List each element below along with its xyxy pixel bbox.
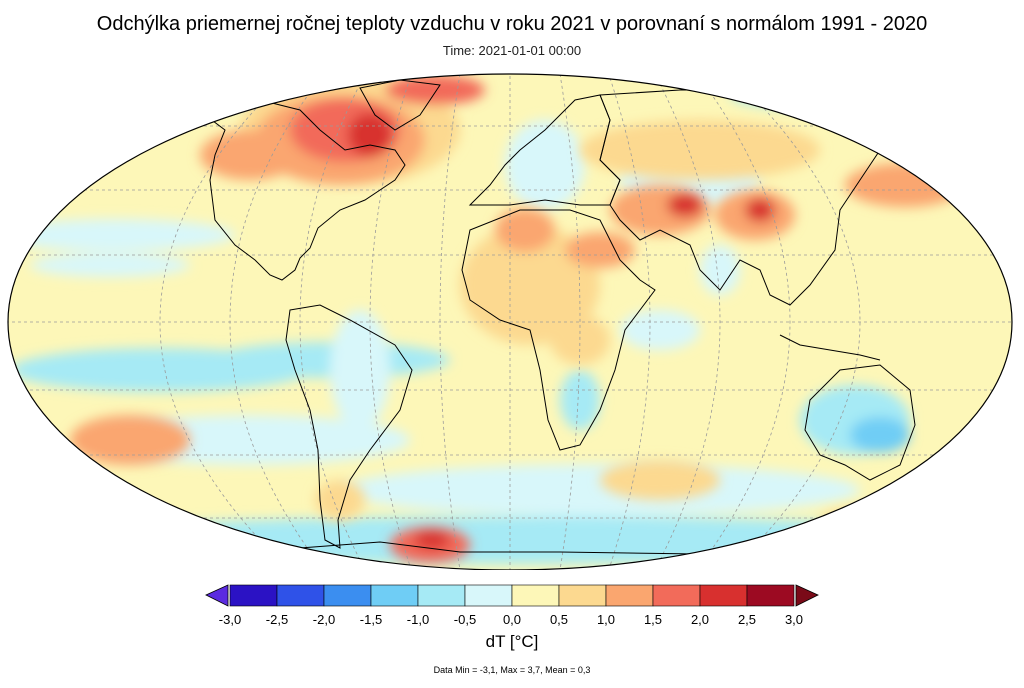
south-america-coast xyxy=(285,304,413,549)
colorbar-tick-label: 0,5 xyxy=(550,612,568,627)
map-title: Odchýlka priemernej ročnej teploty vzduc… xyxy=(96,13,928,35)
colorbar-tick-label: 0,0 xyxy=(503,612,521,627)
colorbar-tick-label: -2,5 xyxy=(266,612,288,627)
colorbar-tick-label: -2,0 xyxy=(313,612,335,627)
colorbar-segment xyxy=(229,584,278,607)
data-statistics: Data Min = -3,1, Max = 3,7, Mean = 0,3 xyxy=(433,665,591,675)
colorbar-segment xyxy=(323,584,372,607)
colorbar-ticks: -3,0 -2,5 -2,0 -1,5 -1,0 -0,5 0,0 0,5 1,0 1,5 2,0 2… xyxy=(219,612,803,627)
colorbar-tick-label: 1,5 xyxy=(644,612,662,627)
colorbar-segment xyxy=(558,584,607,607)
anomaly-field xyxy=(8,74,1012,570)
colorbar-tick-label: -0,5 xyxy=(454,612,476,627)
indonesia-coast xyxy=(779,334,881,361)
colorbar-tick-label: 1,0 xyxy=(597,612,615,627)
colorbar-segments xyxy=(229,584,795,607)
coastlines xyxy=(159,79,916,566)
colorbar-tick-label: -3,0 xyxy=(219,612,241,627)
colorbar: -3,0 -2,5 -2,0 -1,5 -1,0 -0,5 0,0 0,5 1,0 1,5 2,0 2… xyxy=(205,584,819,627)
colorbar-tick-label: 2,5 xyxy=(738,612,756,627)
colorbar-tick-label: 3,0 xyxy=(785,612,803,627)
colorbar-segment xyxy=(699,584,748,607)
colorbar-segment xyxy=(746,584,795,607)
colorbar-tick-label: -1,0 xyxy=(407,612,429,627)
colorbar-segment xyxy=(605,584,654,607)
world-anomaly-map xyxy=(7,73,1013,570)
colorbar-under-arrow xyxy=(205,584,229,607)
colorbar-segment xyxy=(276,584,325,607)
colorbar-over-arrow xyxy=(795,584,819,607)
colorbar-tick-label: 2,0 xyxy=(691,612,709,627)
colorbar-segment xyxy=(652,584,701,607)
colorbar-segment xyxy=(464,584,513,607)
colorbar-tick-label: -1,5 xyxy=(360,612,382,627)
north-america-coast xyxy=(159,99,406,281)
colorbar-unit-label: dT [°C] xyxy=(485,632,539,651)
colorbar-segment xyxy=(370,584,419,607)
map-subtitle: Time: 2021-01-01 00:00 xyxy=(442,43,582,58)
colorbar-segment xyxy=(417,584,466,607)
africa-coast xyxy=(461,209,656,451)
colorbar-segment xyxy=(511,584,560,607)
australia-coast xyxy=(804,364,916,481)
positive-anomalies xyxy=(70,75,980,563)
globe-outline xyxy=(7,73,1013,570)
